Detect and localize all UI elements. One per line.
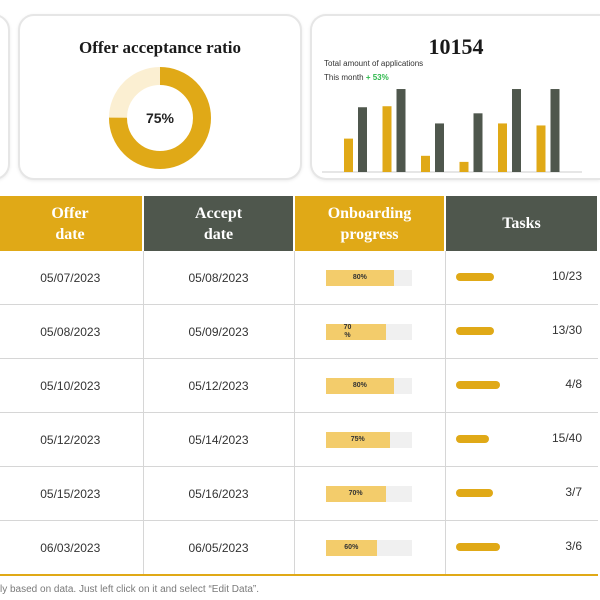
tasks-bar — [455, 543, 500, 551]
tasks-bar — [455, 327, 494, 335]
candidates-table: Offer date Accept date Onboarding progre… — [0, 196, 599, 576]
progress-label: 80% — [352, 382, 367, 389]
bar-dark-2 — [396, 89, 406, 172]
tasks-bar — [455, 273, 494, 281]
tasks-bar — [455, 381, 500, 389]
donut-percent-label: 75% — [146, 110, 175, 126]
offer-date-cell: 06/03/2023 — [0, 520, 144, 576]
progress-bar-track: 75% — [325, 431, 412, 448]
header-onboarding-progress: Onboarding progress — [294, 196, 446, 251]
progress-cell: 80% — [294, 251, 446, 305]
bar-gold-1 — [344, 138, 353, 172]
progress-bar-track: 80% — [325, 269, 412, 286]
offer-acceptance-card: Offer acceptance ratio 75% — [18, 14, 302, 180]
progress-cell: 60% — [294, 520, 446, 576]
table-row: 06/03/2023 06/05/2023 60% 3/6 — [0, 520, 598, 576]
tasks-count: 3/6 — [565, 539, 582, 553]
month-change-value: + 53% — [365, 73, 389, 82]
table-row: 05/12/2023 05/14/2023 75% 15/40 — [0, 412, 598, 467]
applications-total: 10154 — [428, 34, 484, 59]
offer-acceptance-title: Offer acceptance ratio — [78, 38, 242, 57]
bar-gold-2 — [382, 106, 392, 172]
header-accept-date: Accept date — [143, 196, 295, 251]
tasks-cell: 10/23 — [445, 251, 598, 305]
progress-bar-fill — [325, 269, 395, 286]
acceptance-donut-chart: 75% — [109, 67, 211, 169]
table-header-row: Offer date Accept date Onboarding progre… — [0, 196, 599, 251]
header-offer-date: Offer date — [0, 196, 144, 251]
bar-dark-3 — [435, 123, 444, 172]
progress-bar-track: 80% — [325, 377, 412, 394]
tasks-cell: 3/7 — [445, 466, 598, 521]
accept-date-cell: 05/14/2023 — [143, 412, 295, 467]
tasks-bar — [455, 435, 489, 443]
table-row: 05/08/2023 05/09/2023 70 % 13/30 — [0, 304, 598, 359]
progress-cell: 70 % — [294, 304, 446, 359]
progress-cell: 75% — [294, 412, 446, 467]
month-change-line: This month + 53% — [324, 73, 389, 82]
tasks-cell: 3/6 — [445, 520, 598, 576]
progress-bar-track: 60% — [325, 539, 412, 556]
table-row: 05/15/2023 05/16/2023 70% 3/7 — [0, 466, 598, 521]
tasks-count: 15/40 — [551, 431, 582, 445]
month-label: This month — [324, 73, 364, 82]
applications-bar-chart — [322, 89, 582, 173]
partial-left-card — [0, 14, 10, 180]
progress-label: 80% — [352, 274, 367, 281]
progress-label: 75% — [350, 436, 365, 443]
accept-date-cell: 05/08/2023 — [143, 251, 295, 305]
tasks-bar — [455, 489, 494, 497]
progress-cell: 70% — [294, 466, 446, 521]
tasks-cell: 13/30 — [445, 304, 598, 359]
progress-bar-fill — [325, 539, 378, 556]
tasks-cell: 4/8 — [445, 358, 598, 413]
accept-date-cell: 05/09/2023 — [143, 304, 295, 359]
accept-date-cell: 05/12/2023 — [143, 358, 295, 413]
progress-bar-fill — [325, 377, 395, 394]
progress-label: 60% — [344, 544, 359, 551]
tasks-count: 13/30 — [551, 323, 582, 337]
bar-gold-6 — [536, 125, 546, 172]
progress-bar-fill — [325, 431, 390, 448]
bar-dark-5 — [512, 89, 521, 172]
tasks-count: 10/23 — [551, 269, 582, 283]
progress-bar-fill — [325, 323, 386, 340]
accept-date-cell: 05/16/2023 — [143, 466, 295, 521]
offer-date-cell: 05/08/2023 — [0, 304, 144, 359]
bar-gold-4 — [459, 161, 469, 172]
bar-dark-4 — [473, 113, 483, 172]
tasks-cell: 15/40 — [445, 412, 598, 467]
applications-card: 10154 Total amount of applications This … — [310, 14, 600, 180]
header-tasks: Tasks — [445, 196, 599, 251]
offer-date-cell: 05/10/2023 — [0, 358, 144, 413]
progress-bar-fill — [325, 485, 386, 502]
table-row: 05/07/2023 05/08/2023 80% 10/23 — [0, 251, 598, 305]
progress-label: 70% — [348, 490, 363, 497]
tasks-count: 4/8 — [565, 377, 582, 391]
applications-subtitle: Total amount of applications — [324, 59, 424, 68]
offer-date-cell: 05/07/2023 — [0, 251, 144, 305]
bar-gold-5 — [498, 123, 507, 172]
bar-dark-6 — [550, 89, 560, 172]
offer-date-cell: 05/15/2023 — [0, 466, 144, 521]
bar-dark-1 — [358, 107, 367, 172]
donut-arc — [109, 67, 211, 169]
offer-date-cell: 05/12/2023 — [0, 412, 144, 467]
table-row: 05/10/2023 05/12/2023 80% 4/8 — [0, 358, 598, 413]
progress-bar-track: 70 % — [325, 323, 412, 340]
footnote: ly based on data. Just left click on it … — [0, 584, 260, 595]
accept-date-cell: 06/05/2023 — [143, 520, 295, 576]
tasks-count: 3/7 — [565, 485, 582, 499]
progress-bar-track: 70% — [325, 485, 412, 502]
bar-gold-3 — [421, 155, 430, 172]
table-body: 05/07/2023 05/08/2023 80% 10/23 05/08/2023 05… — [0, 251, 598, 576]
progress-cell: 80% — [294, 358, 446, 413]
progress-label: 70 % — [343, 323, 352, 339]
